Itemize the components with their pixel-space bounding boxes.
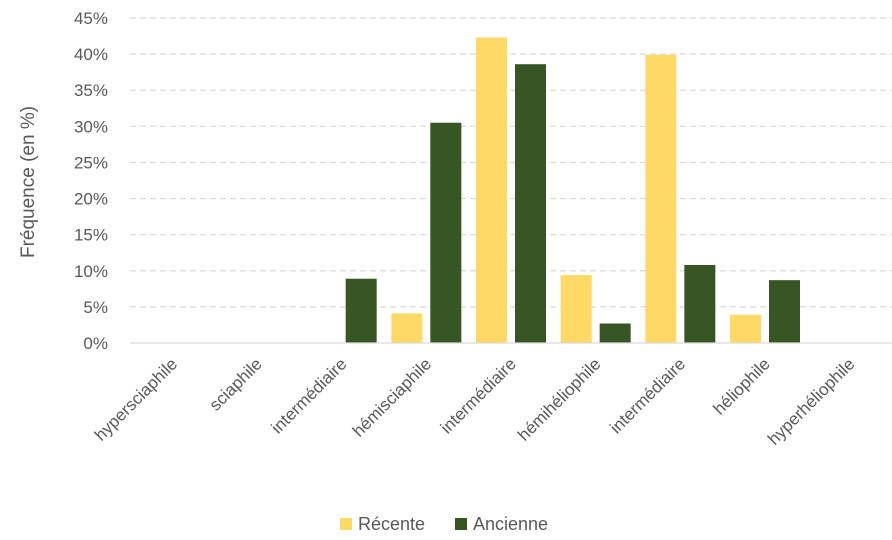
- y-tick-label: 20%: [74, 190, 108, 209]
- y-tick-label: 40%: [74, 45, 108, 64]
- y-tick-label: 5%: [83, 298, 108, 317]
- x-tick-label: hyperhéliophile: [764, 354, 858, 448]
- y-tick-label: 10%: [74, 262, 108, 281]
- bar-ancienne: [345, 278, 377, 343]
- legend-label-ancienne: Ancienne: [473, 514, 548, 534]
- bar-ancienne: [599, 323, 631, 343]
- x-tick-label: sciaphile: [206, 354, 266, 414]
- bars: [345, 37, 800, 343]
- legend-label-récente: Récente: [358, 514, 425, 534]
- legend-swatch-ancienne: [455, 518, 467, 530]
- x-axis-ticks: hypersciaphile sciaphile intermédiairehémi…: [91, 354, 859, 448]
- y-tick-label: 30%: [74, 117, 108, 136]
- gridlines: [130, 17, 892, 308]
- legend-swatch-récente: [340, 518, 352, 530]
- y-tick-label: 45%: [74, 9, 108, 28]
- y-tick-label: 25%: [74, 153, 108, 172]
- x-tick-label: hémisciaphile: [349, 354, 435, 440]
- y-axis-label: Fréquence (en %): [18, 106, 39, 258]
- x-tick-label: intermédiaire: [268, 354, 351, 437]
- bar-récente: [645, 54, 677, 343]
- bar-récente: [391, 313, 423, 343]
- bar-récente: [476, 37, 507, 343]
- y-tick-label: 0%: [83, 334, 108, 353]
- y-tick-label: 35%: [74, 81, 108, 100]
- y-axis-ticks: 0% 5% 10% 15% 20% 25% 30% 35% 40% 45%: [74, 9, 108, 353]
- x-tick-label: intermédiaire: [606, 354, 689, 437]
- bar-ancienne: [430, 122, 462, 343]
- bar-récente: [560, 275, 592, 343]
- x-tick-label: hypersciaphile: [91, 354, 181, 444]
- legend: Récente Ancienne: [340, 514, 548, 534]
- bar-ancienne: [769, 280, 800, 343]
- x-tick-label: hémihéliophile: [514, 354, 604, 444]
- x-tick-label: intermédiaire: [437, 354, 520, 437]
- bar-ancienne: [684, 265, 716, 343]
- bar-récente: [730, 314, 761, 343]
- bar-ancienne: [515, 64, 546, 343]
- y-tick-label: 15%: [74, 226, 108, 245]
- x-tick-label: héliophile: [710, 354, 774, 418]
